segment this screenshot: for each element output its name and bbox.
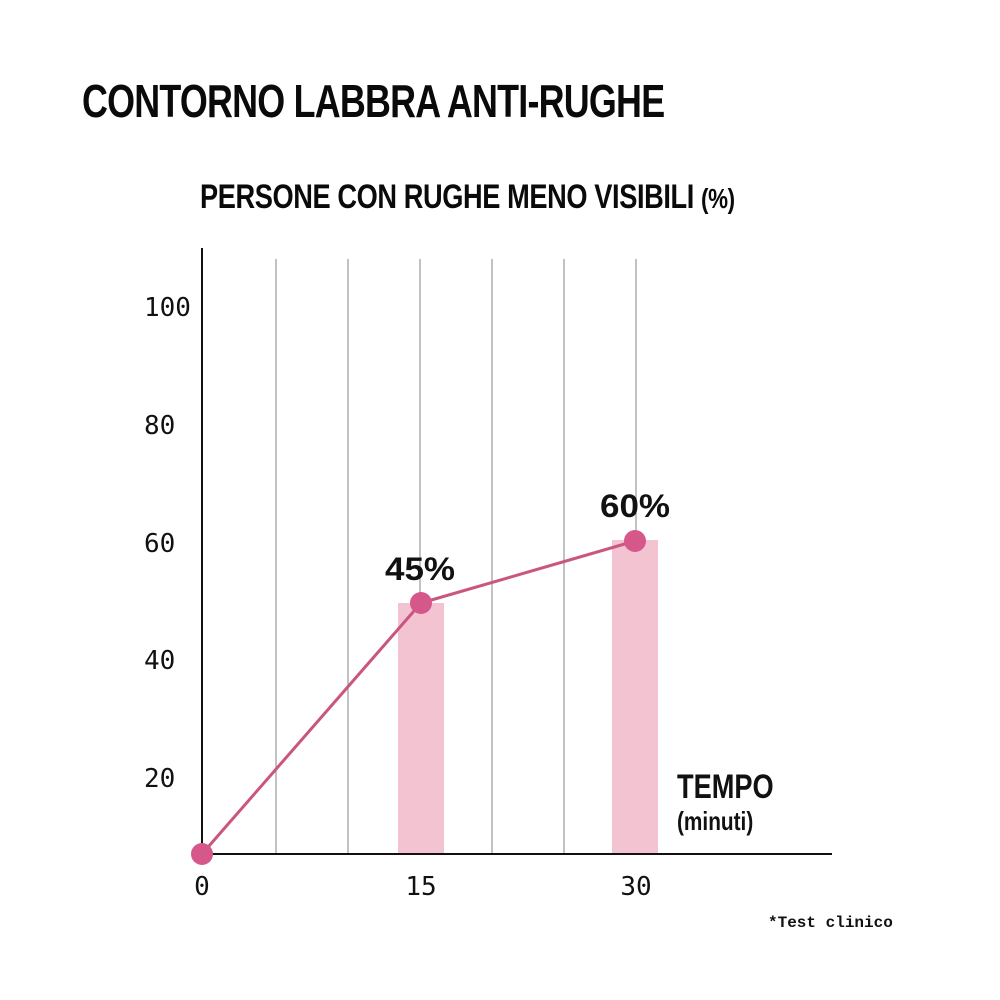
data-point-15: [410, 592, 432, 614]
x-tick-0: 0: [194, 872, 210, 902]
subtitle-unit: (%): [701, 183, 735, 214]
value-label-15: 45%: [385, 551, 455, 587]
x-tick-30: 30: [620, 872, 651, 902]
data-point-0: [191, 843, 213, 865]
subtitle-text: PERSONE CON RUGHE MENO VISIBILI: [200, 178, 694, 216]
x-axis-title: TEMPO (minuti): [677, 770, 774, 834]
chart-title: CONTORNO LABBRA ANTI-RUGHE: [82, 75, 665, 127]
y-tick-80: 80: [144, 411, 175, 441]
footnote: *Test clinico: [768, 914, 893, 932]
bar-30: [612, 540, 658, 854]
x-axis-title-unit: (minuti): [677, 806, 754, 836]
y-tick-100: 100: [144, 293, 191, 323]
value-label-30: 60%: [600, 488, 670, 524]
x-axis-title-main: TEMPO: [677, 768, 774, 806]
y-tick-40: 40: [144, 646, 175, 676]
chart-subtitle: PERSONE CON RUGHE MENO VISIBILI (%): [200, 178, 735, 217]
x-tick-15: 15: [405, 872, 436, 902]
y-tick-20: 20: [144, 764, 175, 794]
y-tick-60: 60: [144, 529, 175, 559]
data-point-30: [624, 530, 646, 552]
bar-15: [398, 603, 444, 854]
